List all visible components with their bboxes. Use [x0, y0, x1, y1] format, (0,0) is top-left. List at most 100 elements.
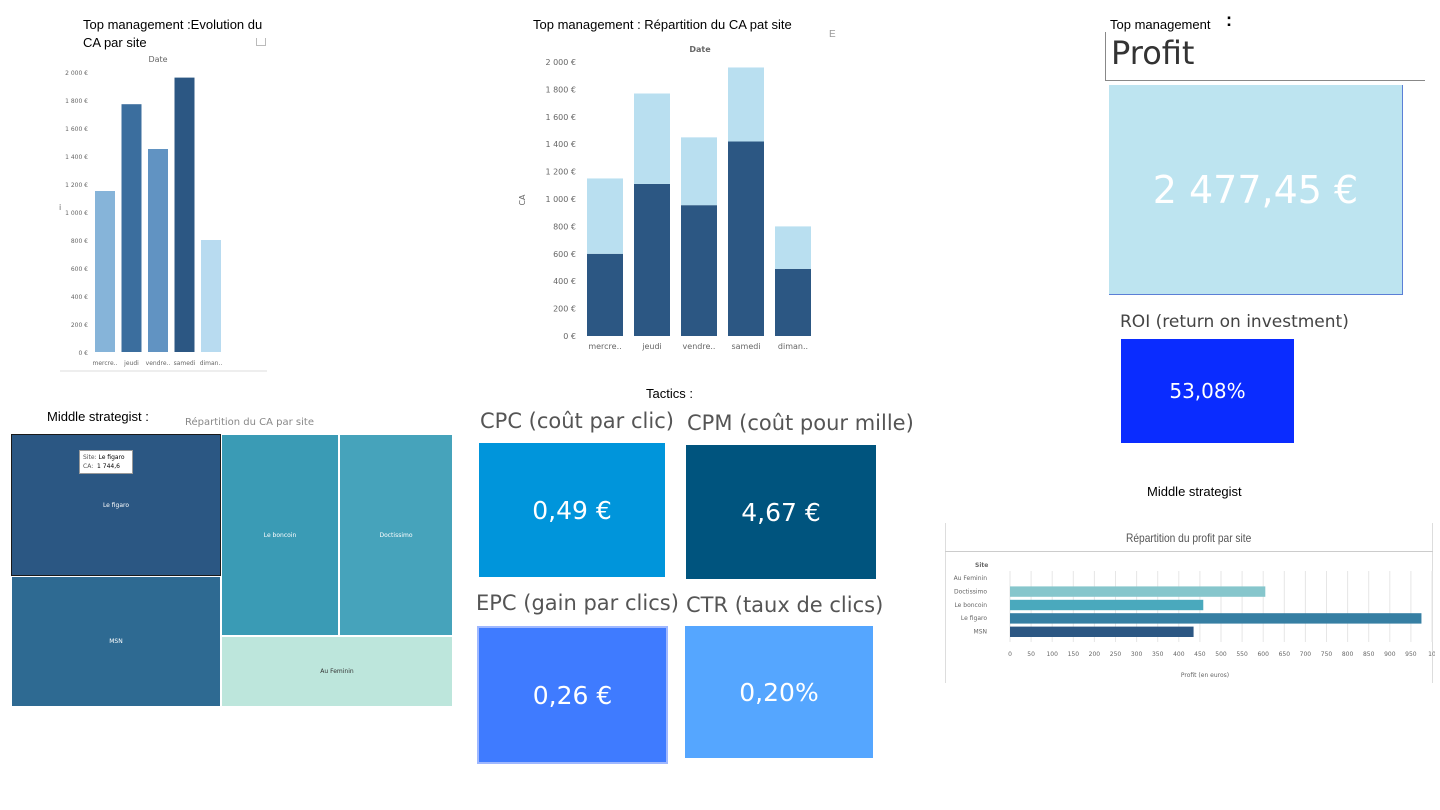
roi-value: 53,08% [1169, 379, 1246, 403]
chart1-tick-label: 800 € [71, 238, 88, 245]
treemap-cell-doctissimo[interactable]: Doctissimo [339, 434, 453, 636]
chart2-category-label: vendre.. [683, 342, 716, 351]
chart1-bar [121, 104, 142, 352]
profit-chart-tick-label: 400 [1173, 651, 1185, 658]
chart2-bar-segment [587, 253, 623, 336]
chart1-axis-title: Date [148, 55, 167, 64]
treemap-tooltip: Site: Le figaro CA: 1 744,6 [79, 450, 133, 474]
roi-label: ROI (return on investment) [1120, 312, 1349, 332]
profit-chart-title: Répartition du profit par site [1126, 531, 1252, 545]
roi-value-card: 53,08% [1121, 339, 1294, 443]
cpc-card: 0,49 € [479, 443, 665, 577]
profit-chart-tick-label: 700 [1300, 651, 1312, 658]
ctr-card: 0,20% [685, 626, 873, 758]
chart2-bar-segment [775, 268, 811, 336]
chart1-category-label: mercre.. [92, 360, 117, 367]
chart1-tick-label: 1 400 € [65, 154, 88, 161]
chart2-tick-label: 400 € [553, 277, 576, 286]
profit-chart-tick-label: 950 [1405, 651, 1417, 658]
profit-chart-tick-label: 650 [1279, 651, 1291, 658]
profit-section-heading: Top management [1110, 17, 1211, 32]
menu-icon[interactable]: E [829, 29, 836, 40]
epc-label: EPC (gain par clics) [476, 591, 679, 615]
profit-value-card: 2 477,45 € [1109, 85, 1403, 295]
profit-chart-tick-label: 550 [1236, 651, 1248, 658]
profit-chart-tick-label: 250 [1110, 651, 1122, 658]
ctr-value: 0,20% [739, 677, 819, 707]
profit-chart-tick-label: 900 [1384, 651, 1396, 658]
chart2-bar-segment [587, 178, 623, 254]
profit-chart-tick-label: 150 [1068, 651, 1080, 658]
profit-chart-tick-label: 0 [1008, 651, 1012, 658]
profit-chart-site-header: Site [975, 562, 988, 569]
chart1-bar [148, 149, 168, 352]
treemap-cell-le-boncoin[interactable]: Le boncoin [221, 434, 339, 636]
repartition-heading: Top management : Répartition du CA pat s… [533, 17, 792, 32]
profit-value: 2 477,45 € [1152, 167, 1359, 212]
profit-heading-colon: : [1226, 10, 1232, 30]
chart2-category-label: diman.. [778, 342, 808, 351]
treemap-cell-msn[interactable]: MSN [11, 576, 221, 707]
profit-chart-divider [945, 551, 1433, 552]
profit-chart-bar [1010, 613, 1422, 624]
chart1-tick-label: 0 € [78, 350, 88, 357]
profit-chart-category-label: Au Feminin [954, 575, 988, 582]
chart2-axis-title: Date [689, 45, 711, 54]
profit-chart-tick-label: 750 [1321, 651, 1333, 658]
profit-chart-tick-label: 100 [1046, 651, 1058, 658]
profit-chart-bar [1010, 599, 1204, 611]
chart2-bar-segment [681, 205, 717, 336]
treemap-cell-label: Le figaro [102, 501, 130, 509]
treemap-cell-label: MSN [109, 638, 123, 645]
chart2-bar-segment [634, 93, 670, 184]
chart1-bar [174, 77, 195, 352]
chart1-tick-label: 1 200 € [65, 182, 88, 189]
cpm-value: 4,67 € [741, 497, 821, 527]
cpc-value: 0,49 € [532, 495, 612, 525]
profit-title: Profit [1111, 34, 1195, 72]
chart2-category-label: samedi [731, 342, 760, 351]
chart1-tick-label: 600 € [71, 266, 88, 273]
tooltip-ca-value: 1 744,6 [97, 463, 120, 470]
profit-chart-tick-label: 450 [1194, 651, 1206, 658]
profit-chart-tick-label: 350 [1152, 651, 1164, 658]
chart2-tick-label: 1 200 € [545, 168, 576, 177]
profit-chart-category-label: Le boncoin [954, 602, 987, 609]
profit-chart-bar [1010, 586, 1266, 597]
chart2-tick-label: 800 € [553, 222, 576, 231]
profit-chart-tick-label: 850 [1363, 651, 1375, 658]
ca-evolution-chart: Date i 2 000 € 1 800 € 1 600 € 1 400 € 1 200… [59, 55, 267, 372]
chart1-tick-label: 1 000 € [65, 210, 88, 217]
chart1-side-label: i [59, 203, 61, 212]
chart2-bar-segment [634, 183, 670, 336]
chart2-bar-segment [728, 67, 764, 142]
menu-icon[interactable] [256, 38, 266, 46]
evolution-heading: Top management :Evolution du CA par site [83, 17, 263, 50]
middle-strategist-heading: Middle strategist : [47, 409, 149, 424]
profit-by-site-chart: Site Au Feminin Doctissimo Le boncoin Le fi… [954, 562, 1435, 679]
cpc-label: CPC (coût par clic) [480, 409, 674, 433]
treemap-cell-au-feminin[interactable]: Au Feminin [221, 636, 453, 707]
middle-strategist-right-heading: Middle strategist [1147, 484, 1242, 499]
profit-chart-tick-label: 10 [1428, 651, 1435, 658]
profit-chart-tick-label: 300 [1131, 651, 1143, 658]
ctr-label: CTR (taux de clics) [686, 593, 884, 617]
chart2-tick-label: 2 000 € [545, 58, 576, 67]
treemap-cell-label: Le boncoin [263, 531, 297, 539]
ca-treemap: Le figaro MSN Le boncoin Doctissimo Au F… [11, 434, 453, 707]
chart1-category-label: jeudi [123, 360, 139, 367]
chart2-y-label: CA [518, 194, 527, 206]
profit-chart-tick-label: 600 [1257, 651, 1269, 658]
epc-value: 0,26 € [532, 680, 613, 710]
chart2-tick-label: 1 600 € [545, 113, 576, 122]
profit-chart-category-label: MSN [974, 629, 987, 636]
cpm-label: CPM (coût pour mille) [687, 411, 914, 435]
ca-repartition-chart: Date CA 2 000 € 1 800 € 1 600 € 1 400 € 1 20… [518, 45, 811, 351]
profit-chart-category-label: Le figaro [961, 615, 987, 622]
profit-title-frame: Profit [1105, 32, 1425, 81]
chart2-tick-label: 1 400 € [545, 140, 576, 149]
treemap-cell-label: Au Feminin [320, 668, 354, 675]
epc-card: 0,26 € [477, 626, 668, 764]
tactics-heading: Tactics : [646, 386, 693, 401]
chart1-tick-label: 200 € [71, 322, 88, 329]
